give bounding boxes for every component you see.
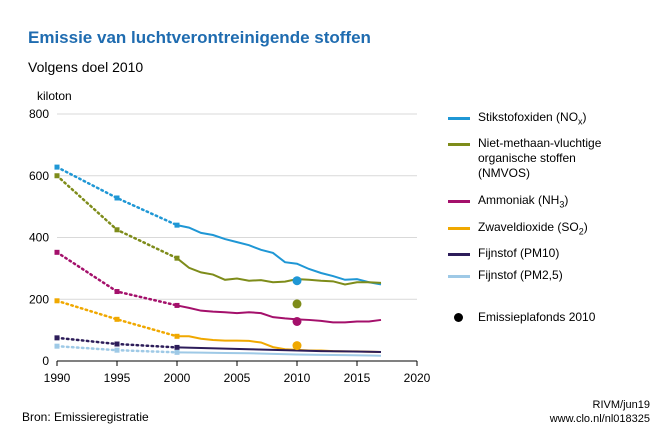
legend-label-nmvos-line1: Niet-methaan-vluchtige	[478, 136, 602, 151]
legend-label-nh3: Ammoniak (NH3)	[478, 193, 569, 210]
y-tick-label-200: 200	[29, 292, 49, 306]
y-tick-label-400: 400	[29, 231, 49, 245]
chart-legend: Stikstofoxiden (NOx) Niet-methaan-vlucht…	[448, 110, 658, 332]
legend-item-nox: Stikstofoxiden (NOx)	[448, 110, 658, 129]
legend-item-pm25: Fijnstof (PM2,5)	[448, 268, 658, 283]
ceiling-point-nox	[292, 276, 302, 286]
y-tick-label-800: 800	[29, 107, 49, 121]
series-point-nmvos-1990	[54, 173, 60, 179]
series-line-nmvos	[176, 257, 382, 286]
series-line-nh3-dotted	[55, 251, 179, 307]
series-line-pm10	[176, 346, 382, 354]
series-point-pm25-1990	[54, 343, 60, 349]
legend-label-nmvos-line2: organische stoffen	[478, 151, 576, 166]
ceiling-point-nh3	[292, 316, 302, 326]
legend-swatch-nox	[448, 117, 470, 120]
y-tick-label-600: 600	[29, 169, 49, 183]
legend-swatch-nmvos	[448, 143, 470, 147]
legend-item-so2: Zwaveldioxide (SO2)	[448, 220, 658, 239]
legend-swatch-pm25	[448, 275, 470, 279]
legend-label-pm25: Fijnstof (PM2,5)	[478, 268, 563, 283]
ceiling-point-nmvos	[292, 299, 302, 309]
legend-label-pm10: Fijnstof (PM10)	[478, 246, 560, 261]
series-point-pm10-2000	[174, 344, 180, 350]
legend-label-so2: Zwaveldioxide (SO2)	[478, 219, 588, 237]
series-point-pm10-1990	[54, 335, 60, 341]
series-point-so2-1995	[114, 316, 120, 322]
credit-line-2: www.clo.nl/nl018325	[549, 413, 650, 425]
x-tick-label-2010: 2010	[284, 371, 311, 385]
x-tick-label-2015: 2015	[344, 371, 371, 385]
legend-label-ceiling: Emissieplafonds 2010	[478, 310, 596, 325]
x-tick-label-1995: 1995	[104, 371, 131, 385]
chart-title: Emissie van luchtverontreinigende stoffe…	[28, 28, 371, 47]
series-point-pm25-1995	[114, 347, 120, 353]
ceiling-point-so2	[292, 341, 302, 351]
credit-note: RIVM/jun19 www.clo.nl/nl018325	[550, 398, 650, 426]
y-tick-label-0: 0	[42, 354, 49, 368]
series-line-so2-dotted	[55, 299, 179, 338]
legend-swatch-nh3	[448, 200, 470, 204]
legend-swatch-so2	[448, 226, 470, 230]
x-tick-label-1990: 1990	[44, 371, 71, 385]
series-point-nox-1995	[114, 195, 120, 201]
chart-subtitle: Volgens doel 2010	[28, 59, 144, 75]
series-point-pm10-1995	[114, 341, 120, 347]
legend-item-nh3: Ammoniak (NH3)	[448, 193, 658, 212]
series-point-nmvos-1995	[114, 227, 120, 233]
y-axis-unit: kiloton	[37, 89, 72, 103]
series-line-pm25	[176, 351, 382, 357]
series-point-pm25-2000	[174, 349, 180, 355]
series-point-so2-2000	[174, 333, 180, 339]
legend-dot-ceiling	[454, 313, 463, 323]
legend-item-nmvos: Niet-methaan-vluchtige organische stoffe…	[448, 136, 658, 181]
series-point-nh3-2000	[174, 302, 180, 308]
x-tick-label-2020: 2020	[404, 371, 431, 385]
series-point-nox-1990	[54, 164, 60, 170]
series-point-nox-2000	[174, 222, 180, 228]
x-tick-label-2000: 2000	[164, 371, 191, 385]
series-point-nmvos-2000	[174, 255, 180, 261]
series-line-nh3	[176, 304, 382, 324]
legend-label-nmvos-line3: (NMVOS)	[478, 166, 530, 181]
legend-item-pm10: Fijnstof (PM10)	[448, 246, 658, 261]
series-line-nox	[176, 224, 382, 286]
x-tick-label-2005: 2005	[224, 371, 251, 385]
source-note: Bron: Emissieregistratie	[22, 410, 149, 424]
series-point-nh3-1990	[54, 249, 60, 255]
legend-item-ceiling: Emissieplafonds 2010	[448, 310, 658, 325]
series-line-nmvos-dotted	[55, 174, 179, 260]
legend-swatch-pm10	[448, 253, 470, 257]
series-point-nh3-1995	[114, 289, 120, 295]
credit-line-1: RIVM/jun19	[592, 399, 650, 411]
legend-label-nox: Stikstofoxiden (NOx)	[478, 110, 587, 127]
series-point-so2-1990	[54, 298, 60, 304]
